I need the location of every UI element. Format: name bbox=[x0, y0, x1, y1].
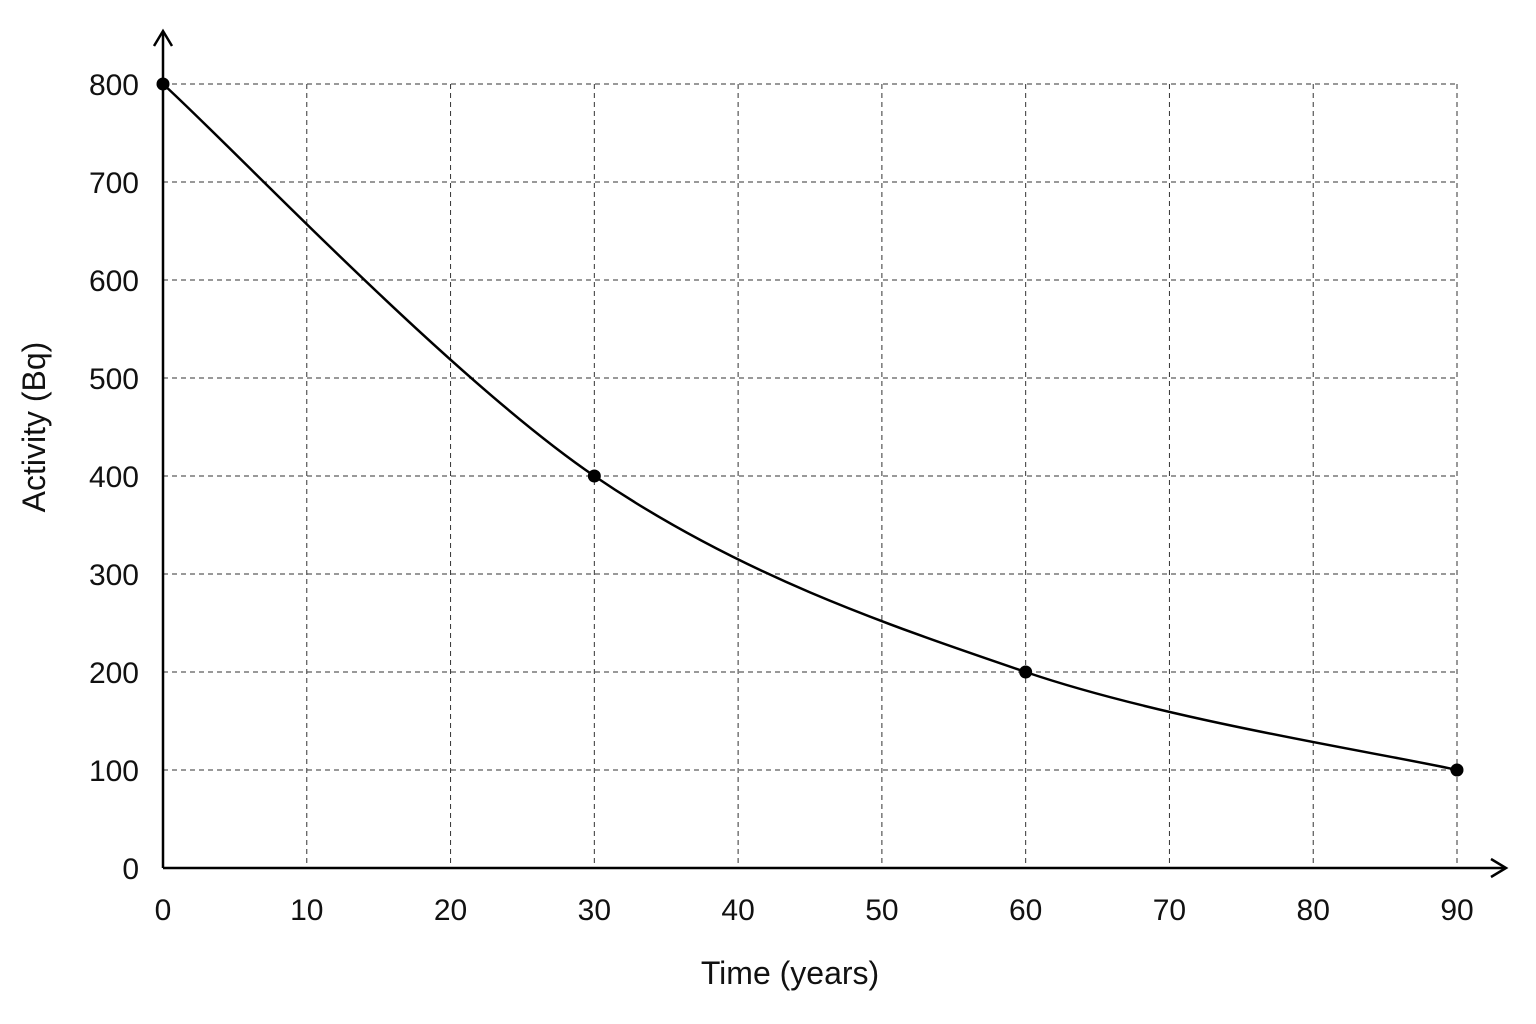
x-axis-arrow-icon bbox=[1490, 857, 1509, 879]
y-axis-title: Activity (Bq) bbox=[16, 342, 52, 513]
y-axis-arrow-icon bbox=[152, 28, 174, 47]
data-point-90 bbox=[1450, 763, 1464, 777]
data-point-60 bbox=[1019, 665, 1033, 679]
y-tick-label-400: 400 bbox=[89, 461, 139, 494]
y-tick-label-700: 700 bbox=[89, 167, 139, 200]
y-tick-label-600: 600 bbox=[89, 265, 139, 298]
x-axis-title: Time (years) bbox=[701, 955, 879, 991]
x-tick-label-40: 40 bbox=[721, 894, 754, 927]
x-tick-label-20: 20 bbox=[434, 894, 467, 927]
axes bbox=[152, 28, 1509, 879]
y-tick-label-100: 100 bbox=[89, 755, 139, 788]
x-tick-label-70: 70 bbox=[1153, 894, 1186, 927]
data-point-30 bbox=[587, 469, 601, 483]
data-point-0 bbox=[156, 77, 170, 91]
y-tick-labels: 0 100 200 300 400 500 600 700 800 bbox=[89, 69, 139, 886]
x-tick-labels: 0 10 20 30 40 50 60 70 80 90 bbox=[155, 894, 1474, 927]
x-tick-label-90: 90 bbox=[1440, 894, 1473, 927]
x-tick-label-50: 50 bbox=[865, 894, 898, 927]
x-tick-label-10: 10 bbox=[290, 894, 323, 927]
grid bbox=[163, 83, 1458, 868]
y-tick-label-0: 0 bbox=[122, 853, 139, 886]
series-group bbox=[156, 77, 1464, 777]
y-tick-label-200: 200 bbox=[89, 657, 139, 690]
y-tick-label-800: 800 bbox=[89, 69, 139, 102]
x-tick-label-80: 80 bbox=[1297, 894, 1330, 927]
x-tick-label-60: 60 bbox=[1009, 894, 1042, 927]
x-tick-label-30: 30 bbox=[578, 894, 611, 927]
series-line-0 bbox=[162, 83, 1458, 772]
y-tick-label-300: 300 bbox=[89, 559, 139, 592]
y-tick-label-500: 500 bbox=[89, 363, 139, 396]
x-tick-label-0: 0 bbox=[155, 894, 172, 927]
